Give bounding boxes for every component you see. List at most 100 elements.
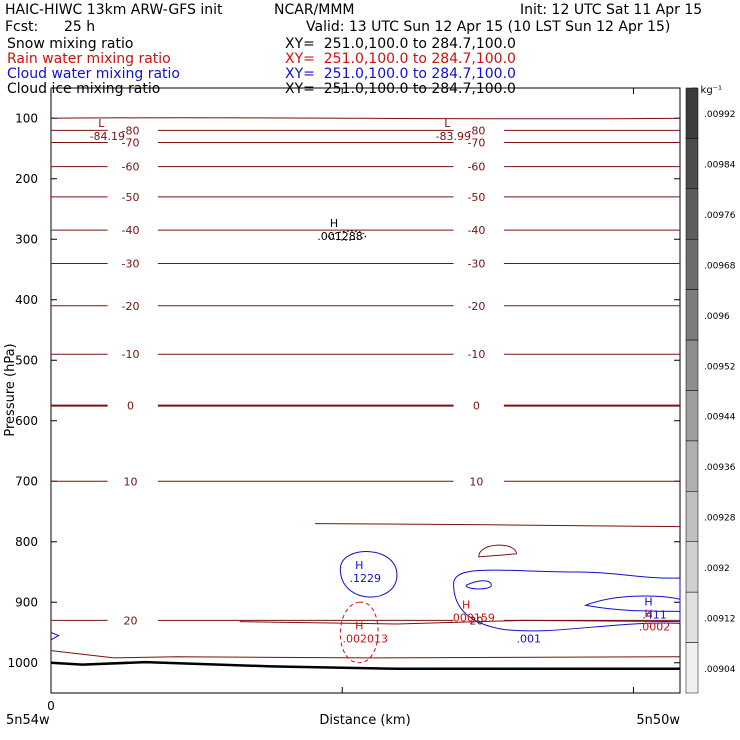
colorbar-label: .0092 xyxy=(704,564,730,574)
isotherm-label: 0 xyxy=(127,400,134,413)
isotherm-label: 20 xyxy=(123,614,137,627)
colorbar-swatch xyxy=(685,87,699,139)
isotherm-label: -70 xyxy=(121,136,139,149)
colorbar-swatch xyxy=(685,239,699,290)
cloud-water-contour xyxy=(583,595,681,612)
isotherm-line xyxy=(478,544,517,558)
isotherm-label: -40 xyxy=(467,224,485,237)
colorbar-label: .00984 xyxy=(704,161,736,171)
x-tick-label: 0 xyxy=(47,699,55,713)
isotherm-label: -20 xyxy=(467,300,485,313)
isotherm-label: 10 xyxy=(123,475,137,488)
isotherm-label: -50 xyxy=(121,191,139,204)
isotherm-line xyxy=(50,650,681,659)
colorbar-swatch xyxy=(685,491,699,543)
y-tick-label: 300 xyxy=(15,232,38,246)
y-tick-label: 800 xyxy=(15,535,38,549)
y-tick-label: 200 xyxy=(15,172,38,186)
field-rain-name: Rain water mixing ratio xyxy=(7,51,171,67)
x-axis-label: Distance (km) xyxy=(319,713,410,728)
colorbar-label: .00992 xyxy=(704,110,736,120)
field-cloudwater-name: Cloud water mixing ratio xyxy=(7,66,180,82)
isotherm-label: -40 xyxy=(121,224,139,237)
y-tick-label: 700 xyxy=(15,474,38,488)
field-snow-xy: XY= 251.0,100.0 to 284.7,100.0 xyxy=(285,36,516,52)
colorbar-swatch xyxy=(685,591,699,643)
colorbar-label: .00976 xyxy=(704,211,736,221)
colorbar-label: .0096 xyxy=(704,312,730,322)
isotherm-label: -10 xyxy=(467,348,485,361)
isotherm-label: -20 xyxy=(121,300,139,313)
cloud-water-contour xyxy=(465,580,492,590)
rain-water-contour xyxy=(339,601,379,664)
isotherm-line xyxy=(239,619,681,625)
center-label: NCAR/MMM xyxy=(274,2,355,18)
ice-contour xyxy=(326,230,367,241)
max-marker: H xyxy=(330,217,338,230)
colorbar-swatch xyxy=(685,642,699,694)
init-time: Init: 12 UTC Sat 11 Apr 15 xyxy=(520,2,703,18)
colorbar-label: .00936 xyxy=(704,463,736,473)
max-marker: H xyxy=(462,598,470,611)
plot-frame xyxy=(50,87,681,694)
max-value: .0002 xyxy=(639,620,671,633)
low-value: -83.99 xyxy=(436,130,471,143)
colorbar-label: .00968 xyxy=(704,261,736,271)
isotherm-label: 10 xyxy=(469,475,483,488)
max-value: .000159 xyxy=(449,611,495,624)
max-value: .411 xyxy=(642,608,667,621)
x-right-endpoint: 5n50w xyxy=(636,713,680,728)
forecast-label: Fcst: xyxy=(5,19,39,35)
colorbar-swatch xyxy=(685,541,699,593)
max-marker: H xyxy=(644,607,652,620)
max-value: .001 xyxy=(517,633,542,646)
colorbar-label: .00928 xyxy=(704,514,736,524)
isotherm-label: -10 xyxy=(121,348,139,361)
low-value: -84.19 xyxy=(90,130,125,143)
field-rain-xy: XY= 251.0,100.0 to 284.7,100.0 xyxy=(285,51,516,67)
isotherm-label: -80 xyxy=(467,124,485,137)
forecast-hours: 25 h xyxy=(64,19,96,35)
colorbar-swatch xyxy=(685,188,699,240)
isotherm-label: -60 xyxy=(467,161,485,174)
colorbar-label: .00904 xyxy=(704,665,736,675)
y-tick-label: 400 xyxy=(15,293,38,307)
field-ice-xy: XY= 251.0,100.0 to 284.7,100.0 xyxy=(285,81,516,97)
colorbar-swatch xyxy=(685,440,699,492)
isotherm-line xyxy=(315,523,681,528)
max-marker: H xyxy=(355,559,363,572)
field-ice-name: Cloud ice mixing ratio xyxy=(7,81,161,97)
colorbar-swatch xyxy=(685,390,699,442)
isotherm-label: 0 xyxy=(473,400,480,413)
max-value: .001288 xyxy=(317,230,363,243)
valid-time: Valid: 13 UTC Sun 12 Apr 15 (10 LST Sun … xyxy=(306,19,671,35)
isotherm-line xyxy=(50,117,681,120)
y-tick-label: 1000 xyxy=(7,656,38,670)
colorbar-unit: g kg⁻¹ xyxy=(691,85,722,96)
max-value: .002013 xyxy=(342,633,388,646)
max-value: .1229 xyxy=(349,572,381,585)
field-cloudwater-xy: XY= 251.0,100.0 to 284.7,100.0 xyxy=(285,66,516,82)
low-marker: L xyxy=(98,117,105,130)
y-tick-label: 900 xyxy=(15,595,38,609)
max-marker: H xyxy=(644,595,652,608)
surface-line xyxy=(50,660,680,671)
y-axis-label: Pressure (hPa) xyxy=(3,343,18,436)
plot-title: HAIC-HIWC 13km ARW-GFS init xyxy=(5,2,223,18)
colorbar-label: .00912 xyxy=(704,614,736,624)
colorbar-swatch xyxy=(685,289,699,341)
colorbar-swatch xyxy=(685,339,699,391)
isotherm-label: -50 xyxy=(467,191,485,204)
low-marker: L xyxy=(444,117,451,130)
colorbar-swatch xyxy=(685,138,699,190)
field-snow-name: Snow mixing ratio xyxy=(7,36,134,52)
cloud-water-contour xyxy=(339,551,398,598)
y-tick-label: 100 xyxy=(15,111,38,125)
isotherm-label: -70 xyxy=(467,136,485,149)
x-left-endpoint: 5n54w xyxy=(6,713,50,728)
colorbar-label: .00952 xyxy=(704,362,736,372)
y-tick-label: 600 xyxy=(15,414,38,428)
colorbar-label: .00944 xyxy=(704,413,736,423)
isotherm-label: -30 xyxy=(467,257,485,270)
